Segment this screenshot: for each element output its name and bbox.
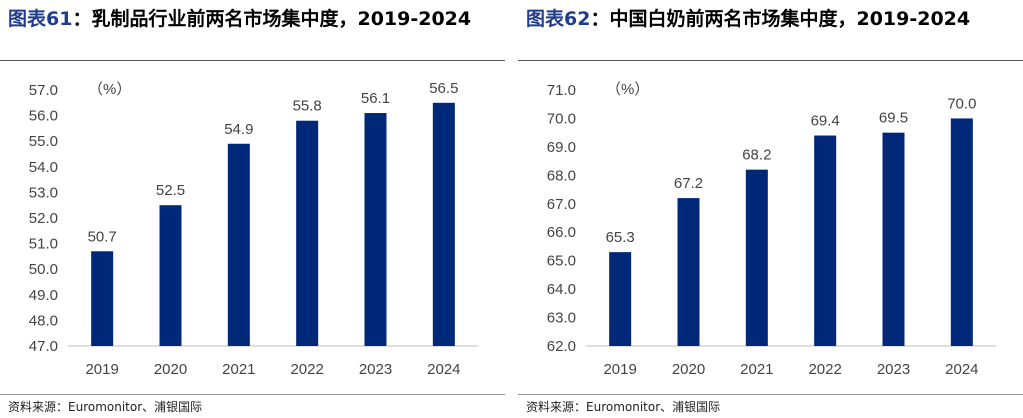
- y-tick-label: 62.0: [547, 338, 576, 355]
- bar: [609, 252, 632, 346]
- y-tick-label: 68.0: [547, 167, 576, 184]
- unit-label: （%）: [606, 81, 649, 98]
- y-tick-label: 63.0: [547, 310, 576, 327]
- data-label: 65.3: [606, 229, 635, 246]
- y-tick-label: 65.0: [547, 253, 576, 270]
- x-tick-label: 2021: [740, 361, 773, 378]
- data-label: 69.4: [811, 113, 840, 130]
- x-tick-label: 2020: [672, 361, 705, 378]
- data-label: 55.8: [293, 98, 322, 115]
- y-tick-label: 52.0: [29, 210, 58, 227]
- x-tick-label: 2023: [877, 361, 910, 378]
- y-tick-label: 51.0: [29, 236, 58, 253]
- figure-number: 61: [46, 8, 73, 30]
- y-tick-label: 67.0: [547, 196, 576, 213]
- chart-panel-right: 图表62：中国白奶前两名市场集中度，2019-2024 （%） 62.0 63.0 6…: [518, 0, 1023, 418]
- y-tick-label: 57.0: [29, 82, 58, 99]
- source-divider: [518, 394, 1023, 395]
- y-tick-label: 71.0: [547, 82, 576, 99]
- y-tick-label: 55.0: [29, 133, 58, 150]
- figure-label: 图表: [8, 8, 47, 30]
- bar: [227, 143, 250, 346]
- bar: [432, 102, 455, 346]
- x-tick-label: 2019: [603, 361, 636, 378]
- y-tick-label: 56.0: [29, 108, 58, 125]
- chart-panel-left: 图表61：乳制品行业前两名市场集中度，2019-2024 （%） 47.0 48.0…: [0, 0, 505, 418]
- bar: [677, 198, 700, 346]
- bar-chart-white-milk-cr2: （%） 62.0 63.0 64.0 65.0 66.0 67.0 68.0 69.0 70.0 7…: [547, 81, 996, 378]
- y-tick-label: 48.0: [29, 312, 58, 329]
- bar: [950, 118, 973, 346]
- y-tick-label: 47.0: [29, 338, 58, 355]
- x-tick-label: 2022: [290, 361, 323, 378]
- data-label: 67.2: [674, 175, 703, 192]
- x-tick-label: 2021: [222, 361, 255, 378]
- unit-label: （%）: [88, 81, 131, 98]
- figure-label: 图表: [526, 8, 565, 30]
- bar-chart-dairy-cr2: （%） 47.0 48.0 49.0 50.0 51.0 52.0 53.0 54.0 55.0 5…: [29, 80, 478, 378]
- bar: [364, 113, 387, 346]
- data-label: 50.7: [88, 228, 117, 245]
- bar: [91, 251, 114, 346]
- data-label: 52.5: [156, 182, 185, 199]
- data-label: 68.2: [742, 147, 771, 164]
- y-tick-label: 50.0: [29, 261, 58, 278]
- bar: [296, 120, 319, 346]
- y-tick-label: 53.0: [29, 184, 58, 201]
- source-note: 资料来源：Euromonitor、浦银国际: [8, 400, 203, 414]
- bar: [882, 132, 905, 346]
- figure-title: 图表62：中国白奶前两名市场集中度，2019-2024: [526, 4, 1006, 34]
- title-divider: [518, 60, 1023, 61]
- source-divider: [0, 394, 505, 395]
- y-tick-label: 70.0: [547, 110, 576, 127]
- y-tick-label: 66.0: [547, 224, 576, 241]
- data-label: 54.9: [224, 121, 253, 138]
- data-label: 70.0: [947, 95, 976, 112]
- y-tick-label: 49.0: [29, 287, 58, 304]
- bar: [159, 205, 182, 346]
- x-tick-label: 2020: [154, 361, 187, 378]
- figure-title-text: ：中国白奶前两名市场集中度，2019-2024: [590, 8, 971, 30]
- x-tick-label: 2024: [945, 361, 978, 378]
- x-tick-label: 2022: [808, 361, 841, 378]
- figure-title-text: ：乳制品行业前两名市场集中度，2019-2024: [72, 8, 472, 30]
- figure-title: 图表61：乳制品行业前两名市场集中度，2019-2024: [8, 4, 488, 34]
- data-label: 56.1: [361, 90, 390, 107]
- x-tick-label: 2023: [359, 361, 392, 378]
- bar: [745, 169, 768, 346]
- figure-number: 62: [564, 8, 591, 30]
- y-tick-label: 54.0: [29, 159, 58, 176]
- data-label: 69.5: [879, 110, 908, 127]
- bar: [814, 135, 837, 346]
- data-label: 56.5: [429, 80, 458, 97]
- source-note: 资料来源：Euromonitor、浦银国际: [526, 400, 721, 414]
- x-tick-label: 2024: [427, 361, 460, 378]
- title-divider: [0, 60, 505, 61]
- y-tick-label: 69.0: [547, 139, 576, 156]
- x-tick-label: 2019: [85, 361, 118, 378]
- y-tick-label: 64.0: [547, 281, 576, 298]
